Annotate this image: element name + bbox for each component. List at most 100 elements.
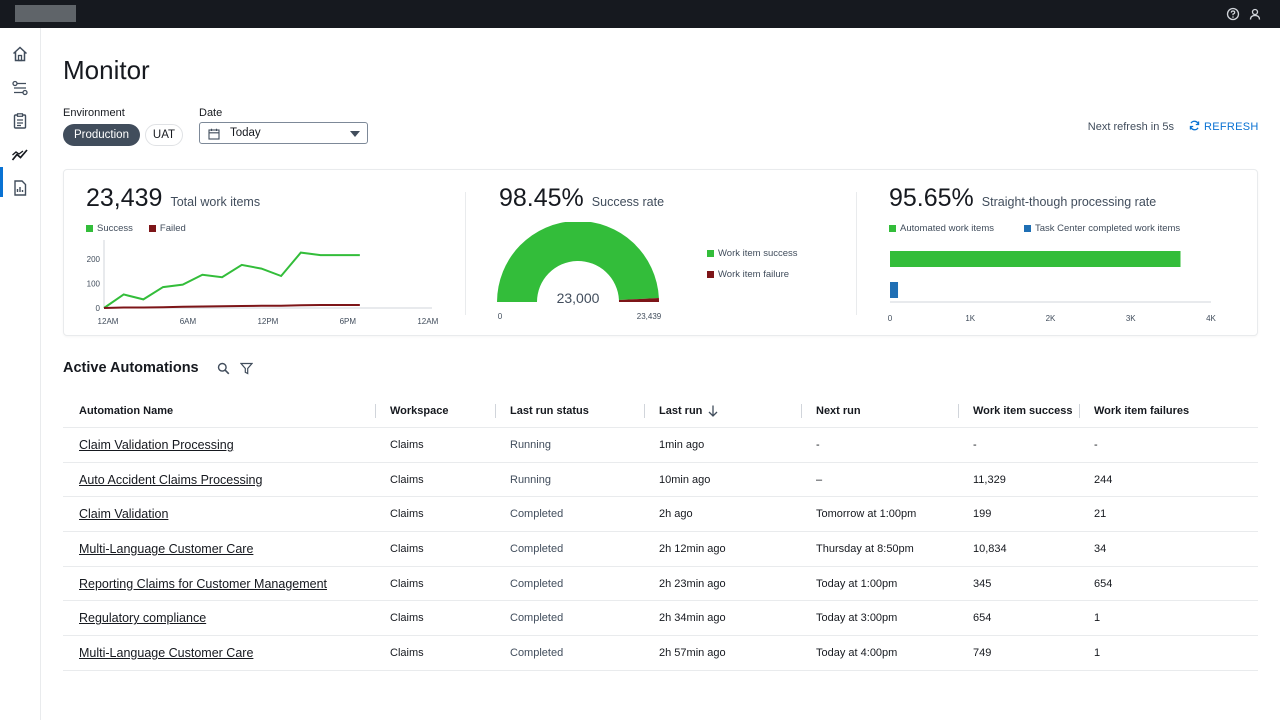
kpi-card: 23,439 Total work items Success Failed 0… (63, 169, 1258, 336)
failure-count-cell: 1 (1094, 612, 1101, 625)
status-cell: Completed (510, 508, 564, 521)
automation-name-link[interactable]: Multi-Language Customer Care (79, 542, 254, 557)
table-row: Regulatory compliance Claims Completed 2h 3… (63, 601, 1258, 637)
workspace-cell: Claims (390, 543, 424, 556)
x-tick-label: 0 (888, 314, 893, 323)
next-run-cell: Thursday at 8:50pm (816, 543, 914, 556)
success-count-cell: - (973, 439, 977, 451)
x-tick-label: 12AM (98, 317, 119, 326)
gauge-max-label: 23,439 (637, 312, 662, 321)
success-count-cell: 10,834 (973, 543, 1007, 556)
kpi-divider (856, 192, 857, 315)
success-count-cell: 654 (973, 612, 992, 625)
table-body: Claim Validation Processing Claims Running… (63, 428, 1258, 671)
last-run-cell: 1min ago (659, 439, 705, 451)
table-row: Claim Validation Processing Claims Running… (63, 428, 1258, 463)
automation-name-link[interactable]: Multi-Language Customer Care (79, 646, 254, 661)
column-header-next-run[interactable]: Next run (816, 405, 861, 417)
next-run-cell: Tomorrow at 1:00pm (816, 508, 917, 521)
environment-production-toggle[interactable]: Production (63, 124, 140, 146)
column-header-automation-name[interactable]: Automation Name (79, 405, 174, 417)
sidebar-active-indicator (0, 167, 3, 197)
stp-rate-value: 95.65% (889, 184, 974, 212)
main-content: Monitor Environment Production UAT Date … (41, 28, 1280, 720)
bar-chart-legend: Automated work items Task Center complet… (889, 223, 1180, 234)
success-rate-caption: Success rate (591, 195, 665, 209)
success-count-cell: 749 (973, 647, 992, 660)
next-run-cell: – (816, 473, 823, 486)
last-run-cell: 2h 57min ago (659, 647, 726, 660)
column-header-work-item-success[interactable]: Work item success (973, 405, 1073, 417)
last-run-cell: 10min ago (659, 473, 711, 486)
home-icon[interactable] (11, 45, 29, 63)
automation-name-link[interactable]: Claim Validation Processing (79, 438, 234, 452)
bar-automated (890, 251, 1181, 267)
column-header-work-item-failures[interactable]: Work item failures (1094, 405, 1190, 417)
failure-count-cell: 21 (1094, 508, 1107, 521)
workflow-icon[interactable] (11, 79, 29, 97)
last-run-cell: 2h ago (659, 508, 693, 521)
next-run-cell: Today at 1:00pm (816, 577, 898, 590)
workspace-cell: Claims (390, 508, 424, 521)
clipboard-icon[interactable] (11, 112, 29, 130)
success-rate-gauge: 23,000 0 23,439 (497, 222, 662, 321)
table-row: Reporting Claims for Customer Management… (63, 567, 1258, 602)
workspace-cell: Claims (390, 612, 424, 625)
environment-label: Environment (63, 107, 125, 119)
refresh-button[interactable]: REFRESH (1189, 119, 1259, 135)
automation-name-link[interactable]: Claim Validation (79, 507, 169, 522)
failure-count-cell: 244 (1094, 473, 1113, 486)
automation-name-link[interactable]: Auto Accident Claims Processing (79, 472, 263, 487)
date-select-value: Today (230, 127, 261, 139)
status-cell: Completed (510, 647, 564, 660)
next-run-cell: - (816, 439, 820, 451)
success-rate-kpi: 98.45% Success rate (499, 184, 664, 213)
stp-bar-chart: 0 1K 2K 3K 4K (888, 251, 1217, 323)
series-line-failed (103, 304, 360, 309)
table-row: Multi-Language Customer Care Claims Comple… (63, 532, 1258, 567)
workspace-cell: Claims (390, 473, 424, 486)
report-icon[interactable] (11, 179, 29, 197)
status-cell: Completed (510, 612, 564, 625)
page-title: Monitor (63, 55, 150, 85)
search-icon[interactable] (217, 362, 230, 380)
column-header-last-run[interactable]: Last run (659, 405, 703, 417)
column-header-workspace[interactable]: Workspace (390, 405, 449, 417)
gauge-segment-failure (618, 298, 659, 302)
top-bar (0, 0, 1280, 28)
last-run-cell: 2h 23min ago (659, 577, 726, 590)
refresh-label: REFRESH (1204, 121, 1259, 133)
legend-item-automated: Automated work items (889, 223, 994, 234)
active-automations-title: Active Automations (63, 360, 199, 376)
success-count-cell: 345 (973, 577, 992, 590)
refresh-icon (1189, 120, 1200, 134)
user-icon[interactable] (1248, 7, 1262, 21)
failure-count-cell: 1 (1094, 647, 1101, 660)
gauge-min-label: 0 (498, 312, 503, 321)
automation-name-link[interactable]: Reporting Claims for Customer Management (79, 576, 328, 591)
workspace-cell: Claims (390, 439, 424, 451)
status-cell: Running (510, 473, 551, 486)
bar-task-center (890, 282, 899, 298)
sidebar (0, 28, 41, 720)
failure-count-cell: 34 (1094, 543, 1107, 556)
filter-icon[interactable] (239, 362, 254, 380)
chart-line-icon[interactable] (11, 146, 29, 164)
legend-item-success: Success (86, 223, 133, 234)
x-tick-label: 1K (965, 314, 975, 323)
workspace-cell: Claims (390, 577, 424, 590)
success-rate-value: 98.45% (499, 184, 584, 212)
column-header-last-run-status[interactable]: Last run status (510, 405, 589, 417)
environment-uat-toggle[interactable]: UAT (145, 124, 183, 146)
date-select[interactable]: Today (199, 122, 368, 144)
app-logo[interactable] (15, 5, 76, 22)
help-circle-icon[interactable] (1226, 7, 1240, 21)
status-cell: Completed (510, 577, 564, 590)
automations-table: Automation Name Workspace Last run statu… (63, 396, 1258, 671)
x-tick-label: 2K (1046, 314, 1056, 323)
status-cell: Completed (510, 543, 564, 556)
stp-rate-caption: Straight-though processing rate (981, 195, 1157, 209)
sort-descending-icon[interactable] (707, 404, 719, 423)
automation-name-link[interactable]: Regulatory compliance (79, 611, 207, 626)
failure-count-cell: - (1094, 439, 1098, 451)
